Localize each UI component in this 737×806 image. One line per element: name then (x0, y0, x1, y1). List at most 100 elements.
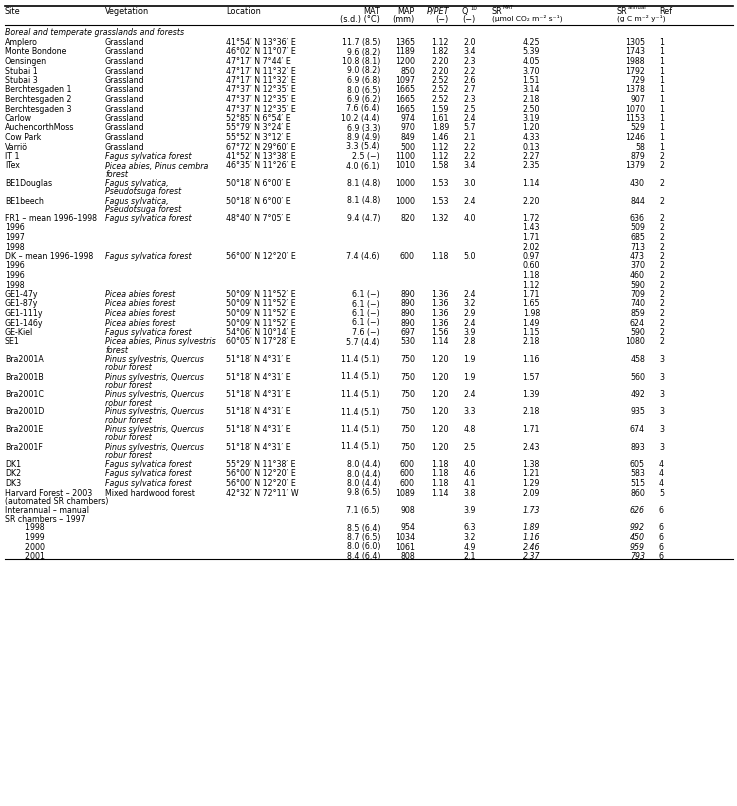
Text: 890: 890 (400, 318, 415, 327)
Text: 8.4 (6.4): 8.4 (6.4) (346, 552, 380, 561)
Text: 6.1 (−): 6.1 (−) (352, 300, 380, 309)
Text: Grassland: Grassland (105, 76, 144, 85)
Text: 1.20: 1.20 (523, 123, 540, 132)
Text: 2.5: 2.5 (464, 442, 476, 451)
Text: Bra2001E: Bra2001E (5, 425, 43, 434)
Text: 2.5 (−): 2.5 (−) (352, 152, 380, 161)
Text: 1.18: 1.18 (432, 479, 449, 488)
Text: 2.9: 2.9 (464, 309, 476, 318)
Text: 1996: 1996 (5, 271, 25, 280)
Text: 3.4: 3.4 (464, 48, 476, 56)
Text: 1.14: 1.14 (431, 488, 449, 497)
Text: BE1Douglas: BE1Douglas (5, 179, 52, 188)
Text: 2.20: 2.20 (431, 57, 449, 66)
Text: 6: 6 (659, 533, 664, 542)
Text: 4.25: 4.25 (523, 38, 540, 47)
Text: 890: 890 (400, 300, 415, 309)
Text: GE1-47y: GE1-47y (5, 290, 38, 299)
Text: 3.70: 3.70 (523, 67, 540, 76)
Text: 2.5: 2.5 (464, 105, 476, 114)
Text: 50°09′ N 11°52′ E: 50°09′ N 11°52′ E (226, 309, 296, 318)
Text: 2.02: 2.02 (523, 243, 540, 251)
Text: 750: 750 (400, 425, 415, 434)
Text: 529: 529 (630, 123, 645, 132)
Text: 709: 709 (630, 290, 645, 299)
Text: Oensingen: Oensingen (5, 57, 47, 66)
Text: 11.7 (8.5): 11.7 (8.5) (342, 38, 380, 47)
Text: 590: 590 (630, 280, 645, 289)
Text: 6.1 (−): 6.1 (−) (352, 309, 380, 318)
Text: 5.0: 5.0 (464, 252, 476, 261)
Text: 6.9 (6.2): 6.9 (6.2) (346, 95, 380, 104)
Text: 2.43: 2.43 (523, 442, 540, 451)
Text: robur forest: robur forest (105, 398, 152, 408)
Text: DK1: DK1 (5, 460, 21, 469)
Text: 849: 849 (400, 133, 415, 142)
Text: 750: 750 (400, 442, 415, 451)
Text: 8.1 (4.8): 8.1 (4.8) (346, 179, 380, 188)
Text: 492: 492 (630, 390, 645, 399)
Text: 51°18′ N 4°31′ E: 51°18′ N 4°31′ E (226, 425, 290, 434)
Text: 1097: 1097 (395, 76, 415, 85)
Text: 3.3: 3.3 (464, 408, 476, 417)
Text: Berchtesgaden 3: Berchtesgaden 3 (5, 105, 71, 114)
Text: 1.32: 1.32 (431, 214, 449, 223)
Text: 1246: 1246 (625, 133, 645, 142)
Text: 450: 450 (630, 533, 645, 542)
Text: 2: 2 (659, 161, 664, 171)
Text: 42°32′ N 72°11′ W: 42°32′ N 72°11′ W (226, 488, 298, 497)
Text: 2.3: 2.3 (464, 95, 476, 104)
Text: 515: 515 (630, 479, 645, 488)
Text: DK – mean 1996–1998: DK – mean 1996–1998 (5, 252, 94, 261)
Text: 2.50: 2.50 (523, 105, 540, 114)
Text: Fagus sylvatica forest: Fagus sylvatica forest (105, 214, 192, 223)
Text: 51°18′ N 4°31′ E: 51°18′ N 4°31′ E (226, 408, 290, 417)
Text: 1.14: 1.14 (523, 179, 540, 188)
Text: 1.49: 1.49 (523, 318, 540, 327)
Text: Pinus sylvestris, Quercus: Pinus sylvestris, Quercus (105, 408, 204, 417)
Text: (automated SR chambers): (automated SR chambers) (5, 497, 108, 506)
Text: Picea abies, Pinus sylvestris: Picea abies, Pinus sylvestris (105, 338, 216, 347)
Text: 697: 697 (400, 328, 415, 337)
Text: Fagus sylvatica,: Fagus sylvatica, (105, 179, 169, 188)
Text: 509: 509 (630, 223, 645, 232)
Text: 55°79′ N 3°24′ E: 55°79′ N 3°24′ E (226, 123, 290, 132)
Text: 8.7 (6.5): 8.7 (6.5) (346, 533, 380, 542)
Text: 50°18′ N 6°00′ E: 50°18′ N 6°00′ E (226, 197, 290, 206)
Text: Picea abies forest: Picea abies forest (105, 290, 175, 299)
Text: SR chambers – 1997: SR chambers – 1997 (5, 514, 85, 524)
Text: 2.18: 2.18 (523, 408, 540, 417)
Text: 1: 1 (659, 114, 664, 123)
Text: Bra2001A: Bra2001A (5, 355, 43, 364)
Text: 47°37′ N 12°35′ E: 47°37′ N 12°35′ E (226, 105, 296, 114)
Text: 1665: 1665 (395, 95, 415, 104)
Text: 6.9 (3.3): 6.9 (3.3) (346, 123, 380, 132)
Text: 1080: 1080 (625, 338, 645, 347)
Text: 1200: 1200 (395, 57, 415, 66)
Text: 2.2: 2.2 (464, 143, 476, 152)
Text: 1.61: 1.61 (431, 114, 449, 123)
Text: 6.1 (−): 6.1 (−) (352, 290, 380, 299)
Text: 8.0 (6.5): 8.0 (6.5) (346, 85, 380, 94)
Text: 1: 1 (659, 85, 664, 94)
Text: 47°17′ N 11°32′ E: 47°17′ N 11°32′ E (226, 76, 296, 85)
Text: 750: 750 (400, 372, 415, 381)
Text: 605: 605 (630, 460, 645, 469)
Text: 1061: 1061 (395, 542, 415, 551)
Text: Pseudotsuga forest: Pseudotsuga forest (105, 188, 181, 197)
Text: Grassland: Grassland (105, 38, 144, 47)
Text: 1365: 1365 (395, 38, 415, 47)
Text: 992: 992 (630, 524, 645, 533)
Text: 3.9: 3.9 (464, 506, 476, 515)
Text: Berchtesgaden 2: Berchtesgaden 2 (5, 95, 71, 104)
Text: 959: 959 (630, 542, 645, 551)
Text: 4.1: 4.1 (464, 479, 476, 488)
Text: 1.18: 1.18 (432, 252, 449, 261)
Text: 2: 2 (659, 261, 664, 271)
Text: Pseudotsuga forest: Pseudotsuga forest (105, 205, 181, 214)
Text: 954: 954 (400, 524, 415, 533)
Text: 4.33: 4.33 (523, 133, 540, 142)
Text: 2.20: 2.20 (523, 197, 540, 206)
Text: Bra2001D: Bra2001D (5, 408, 44, 417)
Text: 9.0 (8.2): 9.0 (8.2) (346, 67, 380, 76)
